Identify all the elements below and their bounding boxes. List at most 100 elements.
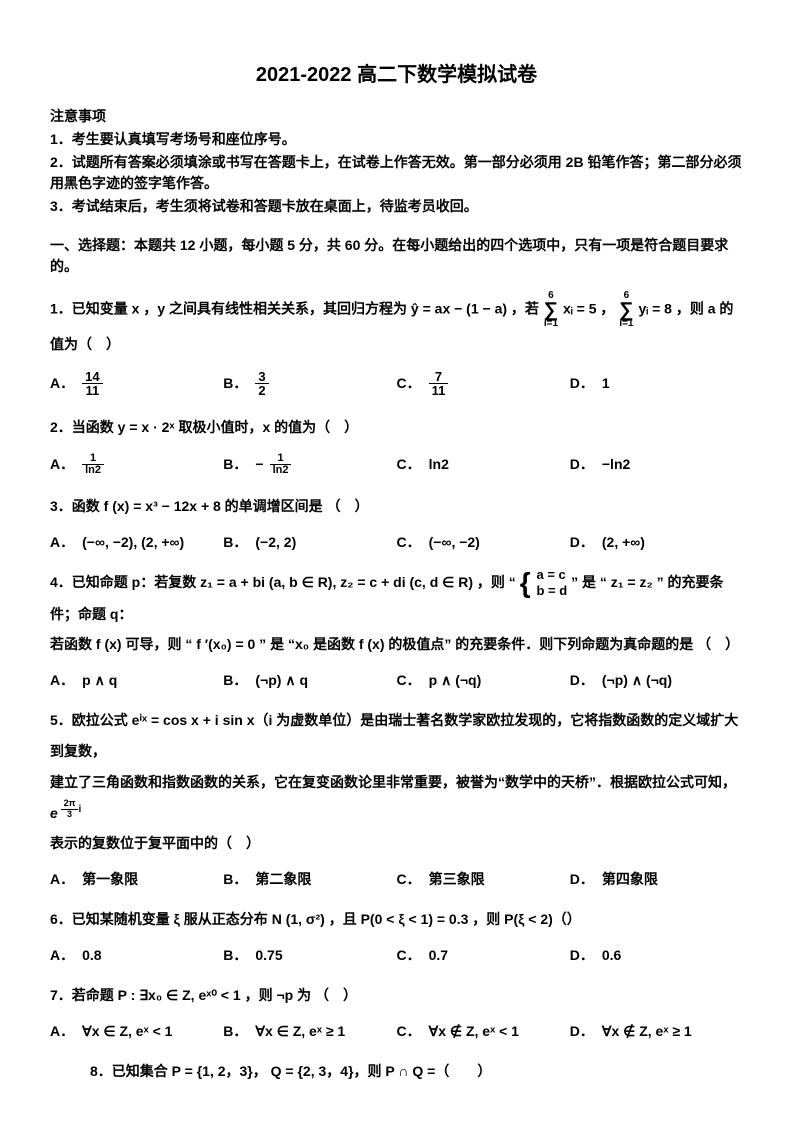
opt-text: (¬p) ∧ (¬q): [602, 670, 672, 691]
q2-options: A． 1ln2 B． − 1ln2 C．ln2 D．−ln2: [50, 453, 743, 477]
frac-den: 3: [61, 810, 79, 819]
sum-icon: 6 ∑ i=1: [619, 291, 633, 329]
opt-text: 第一象限: [82, 869, 138, 890]
brace-icon: {: [520, 570, 531, 595]
q3-option-b: B．(−2, 2): [223, 532, 396, 553]
frac-num: 3: [255, 370, 268, 385]
frac-den: 2: [255, 384, 268, 398]
opt-text: 1: [602, 373, 610, 394]
opt-text: (−∞, −2): [429, 532, 480, 553]
q1-sum2-body: yᵢ = 8: [638, 301, 672, 317]
q6-options: A．0.8 B．0.75 C．0.7 D．0.6: [50, 945, 743, 966]
brace-content: a = c b = d: [536, 567, 567, 598]
exp-i: i: [78, 804, 81, 815]
q6-option-a: A．0.8: [50, 945, 223, 966]
q1-option-a: A． 1411: [50, 370, 223, 398]
section-1-heading: 一、选择题：本题共 12 小题，每小题 5 分，共 60 分。在每小题给出的四个…: [50, 235, 743, 277]
opt-text: (2, +∞): [602, 532, 645, 553]
opt-text: 第四象限: [602, 869, 658, 890]
opt-text: 0.75: [255, 945, 282, 966]
opt-text: ∀x ∈ Z, eˣ < 1: [82, 1021, 172, 1042]
frac-den: ln2: [270, 465, 292, 477]
opt-text: 0.7: [429, 945, 448, 966]
q5-options: A．第一象限 B．第二象限 C．第三象限 D．第四象限: [50, 869, 743, 890]
brace-bot: b = d: [536, 583, 567, 599]
q3-option-c: C．(−∞, −2): [397, 532, 570, 553]
q4-option-d: D．(¬p) ∧ (¬q): [570, 670, 743, 691]
q4-line1-pre: 4．已知命题 p：若复数 z₁ = a + bi (a, b ∈ R), z₂ …: [50, 574, 516, 590]
q5-option-d: D．第四象限: [570, 869, 743, 890]
frac-den: ln2: [82, 465, 104, 477]
question-8: 8．已知集合 P = {1, 2，3}， Q = {2, 3，4}，则 P ∩ …: [90, 1056, 743, 1087]
q5-line2: 建立了三角函数和指数函数的关系，它在复变函数论里非常重要，被誉为“数学中的天桥”…: [50, 774, 736, 790]
q4-option-b: B．(¬p) ∧ q: [223, 670, 396, 691]
q5-line3: 表示的复数位于复平面中的（ ）: [50, 835, 260, 851]
q7-option-d: D．∀x ∉ Z, eˣ ≥ 1: [570, 1021, 743, 1042]
opt-text: ∀x ∈ Z, eˣ ≥ 1: [255, 1021, 345, 1042]
question-6: 6．已知某随机变量 ξ 服从正态分布 N (1, σ²) ，且 P(0 < ξ …: [50, 904, 743, 935]
sigma-icon: ∑: [544, 301, 558, 319]
q7-options: A．∀x ∈ Z, eˣ < 1 B．∀x ∈ Z, eˣ ≥ 1 C．∀x ∉…: [50, 1021, 743, 1042]
q1-option-b: B． 32: [223, 370, 396, 398]
notice-heading: 注意事项: [50, 106, 743, 127]
frac-den: 11: [429, 384, 449, 398]
opt-text: ∀x ∉ Z, eˣ ≥ 1: [602, 1021, 692, 1042]
q4-line2: 若函数 f (x) 可导，则 “ f ′(x₀) = 0 ” 是 “x₀ 是函数…: [50, 636, 739, 652]
question-3: 3．函数 f (x) = x³ − 12x + 8 的单调增区间是 （ ）: [50, 491, 743, 522]
page-title: 2021-2022 高二下数学模拟试卷: [50, 60, 743, 90]
q6-option-b: B．0.75: [223, 945, 396, 966]
opt-text: p ∧ q: [82, 670, 117, 691]
opt-text: ∀x ∉ Z, eˣ < 1: [429, 1021, 519, 1042]
q1-sum1-body: xᵢ = 5: [563, 301, 597, 317]
q5-option-a: A．第一象限: [50, 869, 223, 890]
q5-option-b: B．第二象限: [223, 869, 396, 890]
opt-text: 0.6: [602, 945, 621, 966]
q1-option-c: C． 711: [397, 370, 570, 398]
q4-options: A．p ∧ q B．(¬p) ∧ q C．p ∧ (¬q) D．(¬p) ∧ (…: [50, 670, 743, 691]
q2-option-c: C．ln2: [397, 453, 570, 477]
q6-option-d: D．0.6: [570, 945, 743, 966]
q5-line1: 5．欧拉公式 eⁱˣ = cos x + i sin x（i 为虚数单位）是由瑞…: [50, 712, 738, 759]
q3-options: A．(−∞, −2), (2, +∞) B．(−2, 2) C．(−∞, −2)…: [50, 532, 743, 553]
instruction-3: 3．考试结束后，考生须将试卷和答题卡放在桌面上，待监考员收回。: [50, 196, 743, 217]
neg-sign: −: [255, 454, 263, 475]
sum-bot: i=1: [619, 319, 633, 329]
brace-top: a = c: [536, 567, 567, 583]
q2-option-d: D．−ln2: [570, 453, 743, 477]
q2-option-a: A． 1ln2: [50, 453, 223, 477]
q6-option-c: C．0.7: [397, 945, 570, 966]
instruction-1: 1．考生要认真填写考场号和座位序号。: [50, 129, 743, 150]
opt-text: −ln2: [602, 454, 630, 475]
q4-option-c: C．p ∧ (¬q): [397, 670, 570, 691]
q2-option-b: B． − 1ln2: [223, 453, 396, 477]
frac-num: 14: [82, 370, 102, 385]
opt-text: 第二象限: [255, 869, 311, 890]
q1-option-d: D．1: [570, 370, 743, 398]
q4-option-a: A．p ∧ q: [50, 670, 223, 691]
sigma-icon: ∑: [619, 301, 633, 319]
question-7: 7．若命题 P : ∃x₀ ∈ Z, eˣ⁰ < 1 ，则 ¬p 为 （ ）: [50, 980, 743, 1011]
opt-text: (−∞, −2), (2, +∞): [82, 532, 184, 553]
q1-options: A． 1411 B． 32 C． 711 D．1: [50, 370, 743, 398]
q7-option-b: B．∀x ∈ Z, eˣ ≥ 1: [223, 1021, 396, 1042]
opt-text: ln2: [429, 454, 449, 475]
q7-option-c: C．∀x ∉ Z, eˣ < 1: [397, 1021, 570, 1042]
question-1: 1．已知变量 x ，y 之间具有线性相关关系，其回归方程为 ŷ = ax − (…: [50, 291, 743, 360]
question-4: 4．已知命题 p：若复数 z₁ = a + bi (a, b ∈ R), z₂ …: [50, 567, 743, 660]
opt-text: (¬p) ∧ q: [255, 670, 308, 691]
sum-icon: 6 ∑ i=1: [544, 291, 558, 329]
q5-option-c: C．第三象限: [397, 869, 570, 890]
opt-text: 0.8: [82, 945, 101, 966]
q7-option-a: A．∀x ∈ Z, eˣ < 1: [50, 1021, 223, 1042]
opt-text: p ∧ (¬q): [429, 670, 482, 691]
question-5: 5．欧拉公式 eⁱˣ = cos x + i sin x（i 为虚数单位）是由瑞…: [50, 705, 743, 859]
opt-text: (−2, 2): [255, 532, 296, 553]
q1-mid: ，: [600, 301, 614, 317]
q1-pre: 1．已知变量 x ，y 之间具有线性相关关系，其回归方程为 ŷ = ax − (…: [50, 301, 543, 317]
frac-den: 11: [82, 384, 102, 398]
q3-option-a: A．(−∞, −2), (2, +∞): [50, 532, 223, 553]
instruction-2: 2．试题所有答案必须填涂或书写在答题卡上，在试卷上作答无效。第一部分必须用 2B…: [50, 152, 743, 194]
question-2: 2．当函数 y = x · 2ˣ 取极小值时，x 的值为（ ）: [50, 412, 743, 443]
q3-option-d: D．(2, +∞): [570, 532, 743, 553]
sum-bot: i=1: [544, 319, 558, 329]
